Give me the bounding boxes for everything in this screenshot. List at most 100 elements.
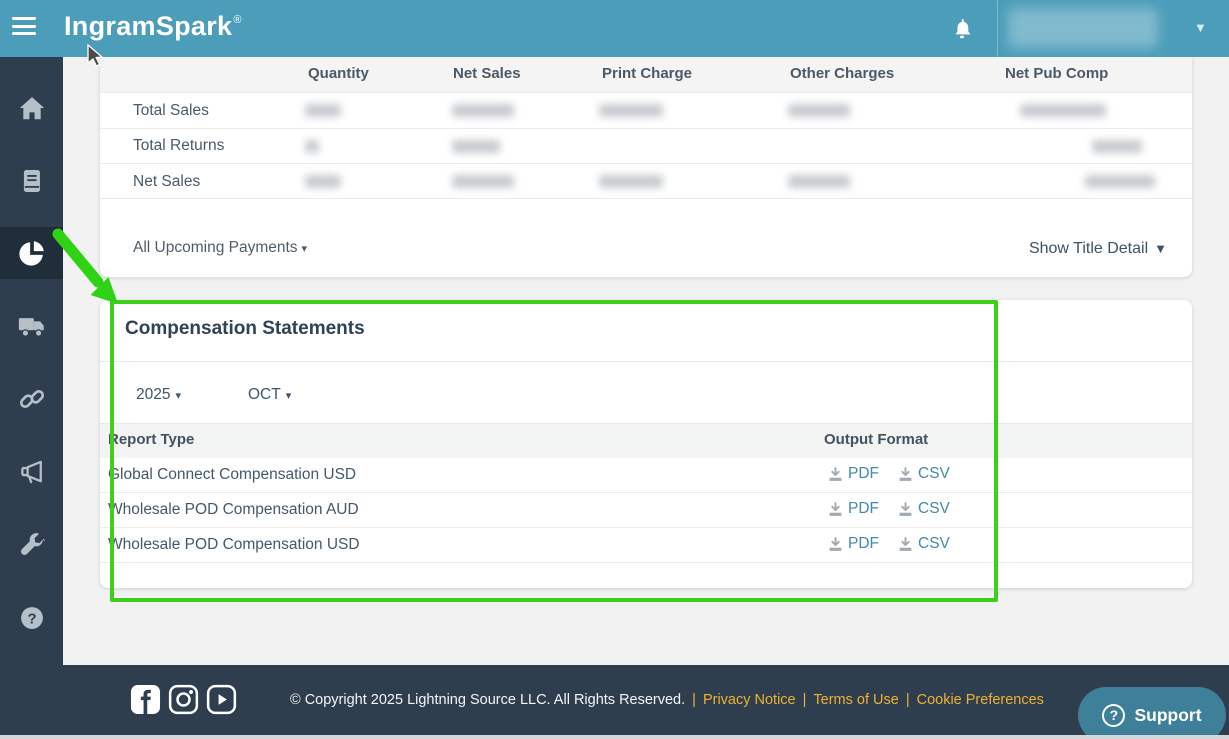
chevron-down-icon: ▾: [285, 390, 292, 402]
redacted-value: [1085, 175, 1155, 188]
year-dropdown[interactable]: 2025 ▾: [136, 386, 181, 404]
redacted-value: [305, 104, 341, 117]
app-header: IngramSpark® ▼: [0, 0, 1229, 57]
redacted-value: [788, 175, 850, 188]
sidebar-item-reports[interactable]: [0, 227, 63, 279]
report-name: Wholesale POD Compensation USD: [108, 536, 360, 553]
app-footer: © Copyright 2025 Lightning Source LLC. A…: [0, 665, 1229, 739]
sidebar-item-help[interactable]: ?: [0, 592, 63, 644]
sidebar-item-tools[interactable]: [0, 519, 63, 571]
column-header-output-format: Output Format: [824, 431, 929, 448]
report-name: Global Connect Compensation USD: [108, 466, 357, 483]
download-icon: [899, 501, 912, 516]
show-title-detail-toggle[interactable]: Show Title Detail ▼: [1029, 240, 1167, 258]
instagram-icon[interactable]: [168, 684, 199, 715]
download-csv-link[interactable]: CSV: [898, 535, 950, 553]
redacted-value: [305, 140, 319, 153]
compensation-statements-title: Compensation Statements: [125, 318, 365, 339]
download-pdf-link[interactable]: PDF: [828, 465, 879, 483]
column-header-other-charges: Other Charges: [790, 65, 895, 82]
privacy-notice-link[interactable]: Privacy Notice: [702, 692, 796, 708]
link-icon: [19, 390, 44, 408]
report-table-header-band: [100, 424, 1192, 458]
section-divider: [100, 361, 1192, 362]
upcoming-payments-dropdown[interactable]: All Upcoming Payments ▾: [133, 239, 307, 257]
redacted-value: [452, 175, 514, 188]
row-divider: [100, 92, 1192, 93]
show-title-detail-label: Show Title Detail: [1028, 240, 1149, 257]
row-divider: [100, 198, 1192, 199]
youtube-icon[interactable]: [206, 684, 237, 715]
column-header-report-type: Report Type: [108, 431, 195, 448]
window-bottom-edge: [0, 735, 1229, 739]
upcoming-payments-label: All Upcoming Payments: [133, 239, 298, 256]
support-button[interactable]: ? Support: [1078, 687, 1226, 739]
pie-chart-icon: [18, 241, 44, 266]
sidebar-item-links[interactable]: [0, 373, 63, 425]
section-divider: [100, 423, 1192, 424]
hamburger-menu-icon[interactable]: [12, 17, 38, 39]
column-header-print-charge: Print Charge: [602, 65, 693, 82]
sales-summary-card: Quantity Net Sales Print Charge Other Ch…: [100, 57, 1192, 277]
download-csv-link[interactable]: CSV: [898, 500, 950, 518]
footer-legal-line: © Copyright 2025 Lightning Source LLC. A…: [290, 692, 1044, 708]
copyright-text: © Copyright 2025 Lightning Source LLC. A…: [290, 692, 686, 708]
support-label: Support: [1134, 704, 1202, 725]
row-divider: [100, 163, 1192, 164]
book-icon: [23, 170, 40, 192]
home-icon: [19, 97, 44, 120]
triangle-down-icon: ▼: [1154, 241, 1167, 256]
terms-of-use-link[interactable]: Terms of Use: [813, 692, 899, 708]
column-header-net-pub-comp: Net Pub Comp: [1005, 65, 1109, 82]
help-question-icon: ?: [1102, 703, 1126, 727]
download-icon: [899, 536, 912, 551]
chevron-down-icon: ▾: [175, 390, 182, 402]
header-divider: [997, 0, 998, 57]
truck-icon: [18, 317, 44, 337]
app-logo[interactable]: IngramSpark®: [64, 11, 241, 42]
logo-text: IngramSpark: [64, 11, 233, 41]
report-row: Global Connect Compensation USD PDF CSV: [100, 458, 1192, 493]
megaphone-icon: [20, 460, 42, 484]
compensation-statements-card: Compensation Statements 2025 ▾ OCT ▾ Repor…: [100, 300, 1192, 588]
sidebar-item-titles[interactable]: [0, 155, 63, 207]
sidebar-item-home[interactable]: [0, 82, 63, 134]
svg-text:?: ?: [27, 611, 36, 627]
row-label-total-sales: Total Sales: [133, 102, 209, 119]
column-header-net-sales: Net Sales: [453, 65, 521, 82]
facebook-icon[interactable]: [130, 684, 161, 715]
row-label-net-sales: Net Sales: [133, 173, 201, 190]
report-row: Wholesale POD Compensation AUD PDF CSV: [100, 493, 1192, 528]
sidebar-item-orders[interactable]: [0, 300, 63, 352]
download-icon: [899, 466, 912, 481]
notifications-bell-icon[interactable]: [948, 15, 976, 43]
row-label-total-returns: Total Returns: [133, 137, 225, 154]
redacted-value: [305, 175, 341, 188]
download-icon: [829, 501, 842, 516]
column-header-quantity: Quantity: [308, 65, 369, 82]
sidebar-nav: ?: [0, 57, 63, 739]
account-name-redacted[interactable]: [1008, 8, 1158, 48]
download-csv-link[interactable]: CSV: [898, 465, 950, 483]
year-value: 2025: [136, 386, 171, 403]
redacted-value: [1092, 140, 1142, 153]
cookie-preferences-link[interactable]: Cookie Preferences: [916, 692, 1044, 708]
account-menu-caret-icon[interactable]: ▼: [1194, 20, 1207, 35]
sales-table-header-band: [100, 57, 1192, 92]
chevron-down-icon: ▾: [301, 243, 308, 255]
registered-mark: ®: [233, 14, 242, 26]
redacted-value: [452, 104, 514, 117]
download-icon: [829, 536, 842, 551]
sidebar-item-promotions[interactable]: [0, 446, 63, 498]
redacted-value: [788, 104, 850, 117]
redacted-value: [1020, 104, 1106, 117]
month-dropdown[interactable]: OCT ▾: [248, 386, 291, 404]
download-pdf-link[interactable]: PDF: [828, 500, 879, 518]
download-pdf-link[interactable]: PDF: [828, 535, 879, 553]
report-name: Wholesale POD Compensation AUD: [108, 501, 359, 518]
redacted-value: [599, 104, 663, 117]
download-icon: [829, 466, 842, 481]
redacted-value: [599, 175, 663, 188]
month-value: OCT: [248, 386, 281, 403]
